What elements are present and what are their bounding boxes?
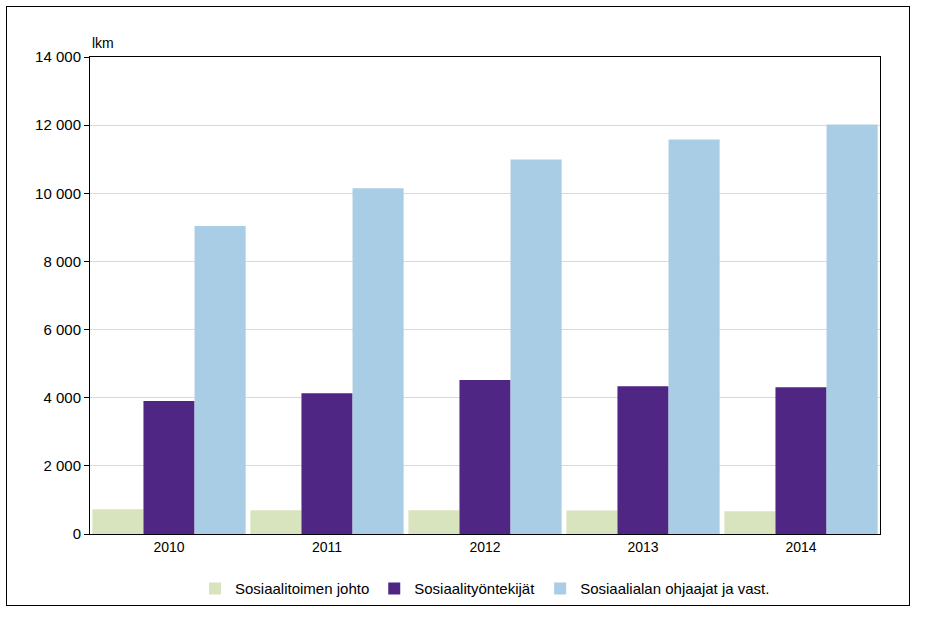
svg-text:4 000: 4 000	[43, 389, 81, 406]
svg-text:14 000: 14 000	[35, 48, 81, 65]
svg-text:8 000: 8 000	[43, 253, 81, 270]
svg-text:0: 0	[73, 525, 81, 542]
svg-text:10 000: 10 000	[35, 185, 81, 202]
svg-text:Sosiaalitoimen johto: Sosiaalitoimen johto	[235, 580, 369, 597]
svg-text:Sosiaalialan ohjaajat ja vast.: Sosiaalialan ohjaajat ja vast.	[580, 580, 769, 597]
svg-text:2012: 2012	[469, 539, 500, 555]
svg-text:Sosiaalityöntekijät: Sosiaalityöntekijät	[414, 580, 535, 597]
svg-text:6 000: 6 000	[43, 321, 81, 338]
svg-text:2013: 2013	[627, 539, 658, 555]
svg-text:2011: 2011	[312, 539, 342, 555]
svg-text:2014: 2014	[785, 539, 816, 555]
svg-text:lkm: lkm	[92, 35, 114, 51]
svg-text:2 000: 2 000	[43, 457, 81, 474]
svg-text:2010: 2010	[153, 539, 184, 555]
svg-text:12 000: 12 000	[35, 116, 81, 133]
